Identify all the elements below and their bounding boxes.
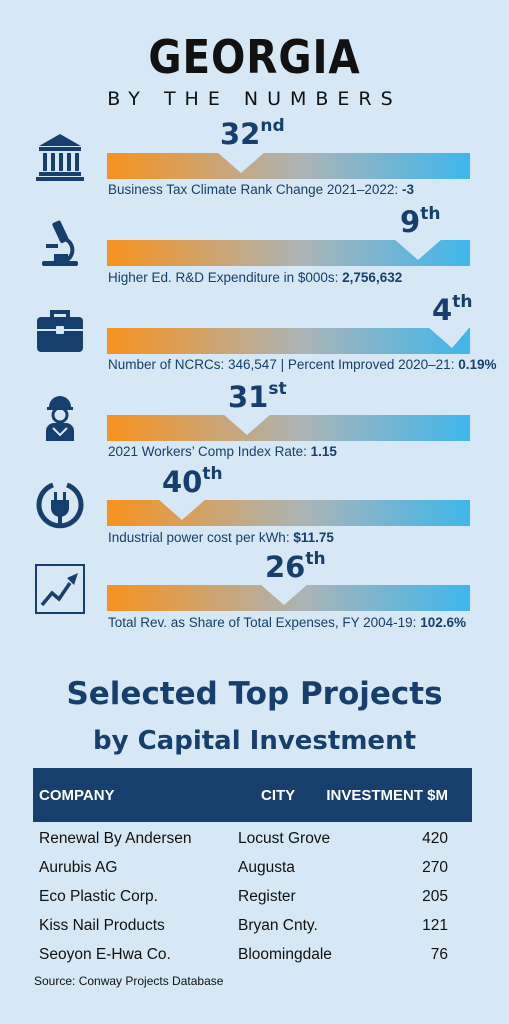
table-row: Seoyon E-Hwa Co. Bloomingdale 76 [33,941,472,969]
rank-marker [394,239,442,260]
table-row: Kiss Nail Products Bryan Cnty. 121 [33,912,472,940]
rank-number: 26th [265,549,326,584]
page-subtitle: BY THE NUMBERS [107,88,402,110]
microscope-icon [34,218,86,270]
stat-caption: 2021 Workers’ Comp Index Rate: 1.15 [108,444,337,459]
construction-worker-icon [34,392,86,444]
rank-bar-graphic [107,414,470,441]
rank-bar [107,320,470,354]
column-header-company: COMPANY [39,787,115,804]
investment-cell: 121 [422,917,448,934]
company-cell: Kiss Nail Products [39,917,165,934]
stat-caption: Higher Ed. R&D Expenditure in $000s: 2,7… [108,270,403,285]
investment-cell: 270 [422,859,448,876]
company-cell: Eco Plastic Corp. [39,888,158,905]
rank-marker [223,414,271,435]
rank-bar-graphic [107,152,470,179]
rank-bar [107,492,470,526]
table-row: Eco Plastic Corp. Register 205 [33,883,472,911]
investment-cell: 205 [422,888,448,905]
rank-bar-graphic [107,499,470,526]
power-plug-icon [34,478,86,530]
rank-bar [107,577,470,611]
bank-icon [34,131,86,183]
briefcase-icon [34,305,86,357]
rank-number: 31st [228,379,287,414]
company-cell: Aurubis AG [39,859,118,876]
column-header-city: CITY [261,787,296,804]
city-cell: Register [238,888,296,905]
page-title: GEORGIA [148,30,361,84]
rank-bar [107,407,470,441]
rank-number: 9th [400,204,441,239]
stat-caption: Business Tax Climate Rank Change 2021–20… [108,182,414,197]
rank-number: 40th [162,464,223,499]
stat-caption: Industrial power cost per kWh: $11.75 [108,530,334,545]
projects-subtitle: by Capital Investment [92,726,417,756]
stat-caption: Number of NCRCs: 346,547 | Percent Impro… [108,357,497,372]
table-row: Aurubis AG Augusta 270 [33,854,472,882]
city-cell: Locust Grove [238,830,331,847]
city-cell: Bryan Cnty. [238,917,318,934]
investment-cell: 420 [422,830,448,847]
company-cell: Seoyon E-Hwa Co. [39,946,171,963]
rank-marker [260,584,308,605]
company-cell: Renewal By Andersen [39,830,192,847]
investment-cell: 76 [430,946,448,963]
rank-number: 4th [432,292,473,327]
stat-caption: Total Rev. as Share of Total Expenses, F… [108,615,466,630]
rising-chart-icon [34,563,86,615]
rank-bar [107,145,470,179]
rank-marker [158,499,206,520]
rank-marker [428,327,470,348]
city-cell: Bloomingdale [238,946,332,963]
rank-bar-graphic [107,239,470,266]
city-cell: Augusta [238,859,295,876]
rank-marker [217,152,265,173]
rank-bar [107,232,470,266]
rank-number: 32nd [220,116,285,151]
projects-title: Selected Top Projects [66,676,443,712]
column-header-investment: INVESTMENT $M [326,787,448,804]
source-note: Source: Conway Projects Database [34,974,224,988]
rank-bar-graphic [107,584,470,611]
rank-bar-graphic [107,327,470,354]
table-row: Renewal By Andersen Locust Grove 420 [33,825,472,853]
table-header: COMPANY CITY INVESTMENT $M [33,768,472,822]
